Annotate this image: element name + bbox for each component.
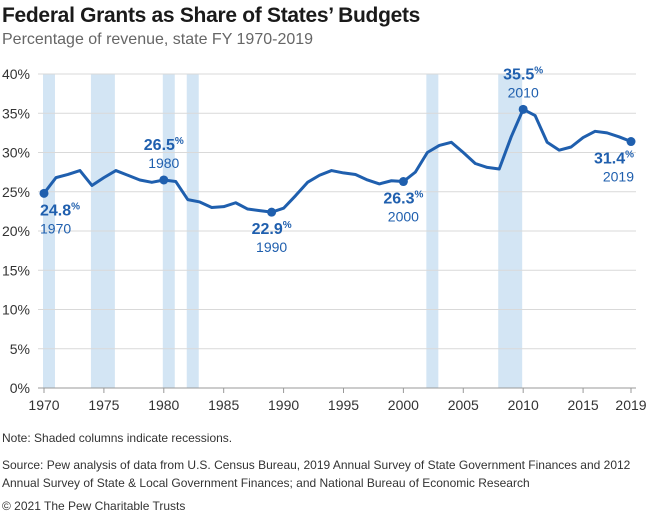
annotation-year: 2019 xyxy=(603,169,634,185)
annotation-year: 1980 xyxy=(148,155,179,171)
highlight-point xyxy=(39,188,49,198)
x-tick-label: 1995 xyxy=(328,397,359,413)
x-tick-label: 2000 xyxy=(388,397,419,413)
y-tick-label: 0% xyxy=(10,380,30,396)
annotation-value: 24.8% xyxy=(40,201,80,219)
y-tick-label: 10% xyxy=(2,302,30,318)
highlight-point xyxy=(159,175,169,185)
annotation-value: 22.9% xyxy=(252,220,292,238)
x-tick-label: 2010 xyxy=(508,397,539,413)
chart-note: Note: Shaded columns indicate recessions… xyxy=(2,431,233,445)
highlight-point xyxy=(398,177,408,187)
chart-source: Source: Pew analysis of data from U.S. C… xyxy=(2,458,631,490)
x-tick-label: 1980 xyxy=(148,397,179,413)
annotation-value: 35.5% xyxy=(503,65,543,83)
annotation-value: 26.5% xyxy=(144,136,184,154)
annotation-year: 2010 xyxy=(508,84,539,100)
annotation-value: 26.3% xyxy=(383,190,423,208)
x-tick-label: 1975 xyxy=(88,397,119,413)
chart-title: Federal Grants as Share of States’ Budge… xyxy=(2,4,421,27)
y-tick-label: 5% xyxy=(10,341,30,357)
x-tick-label: 1970 xyxy=(28,397,59,413)
chart-subtitle: Percentage of revenue, state FY 1970-201… xyxy=(2,31,314,48)
y-tick-label: 20% xyxy=(2,223,30,239)
y-tick-label: 15% xyxy=(2,262,30,278)
annotation-year: 1990 xyxy=(256,239,287,255)
y-tick-label: 35% xyxy=(2,105,30,121)
x-tick-label: 1990 xyxy=(268,397,299,413)
y-tick-label: 25% xyxy=(2,184,30,200)
copyright: © 2021 The Pew Charitable Trusts xyxy=(2,499,186,513)
line-chart: 0% 5% 10% 15% 20% 25% 30% 35% 40% 1970 1975 1980 198… xyxy=(2,65,647,413)
highlight-point xyxy=(626,137,636,147)
x-tick-label: 1985 xyxy=(208,397,239,413)
y-tick-label: 30% xyxy=(2,145,30,161)
highlight-point xyxy=(267,207,277,217)
annotation-year: 1970 xyxy=(40,220,71,236)
x-tick-label: 2015 xyxy=(568,397,599,413)
annotation-value: 31.4% xyxy=(594,150,634,168)
series-line xyxy=(42,107,632,214)
y-tick-label: 40% xyxy=(2,66,30,82)
x-tick-label: 2019 xyxy=(615,397,646,413)
x-tick-label: 2005 xyxy=(448,397,479,413)
highlight-point xyxy=(518,104,528,114)
annotation-year: 2000 xyxy=(388,209,419,225)
